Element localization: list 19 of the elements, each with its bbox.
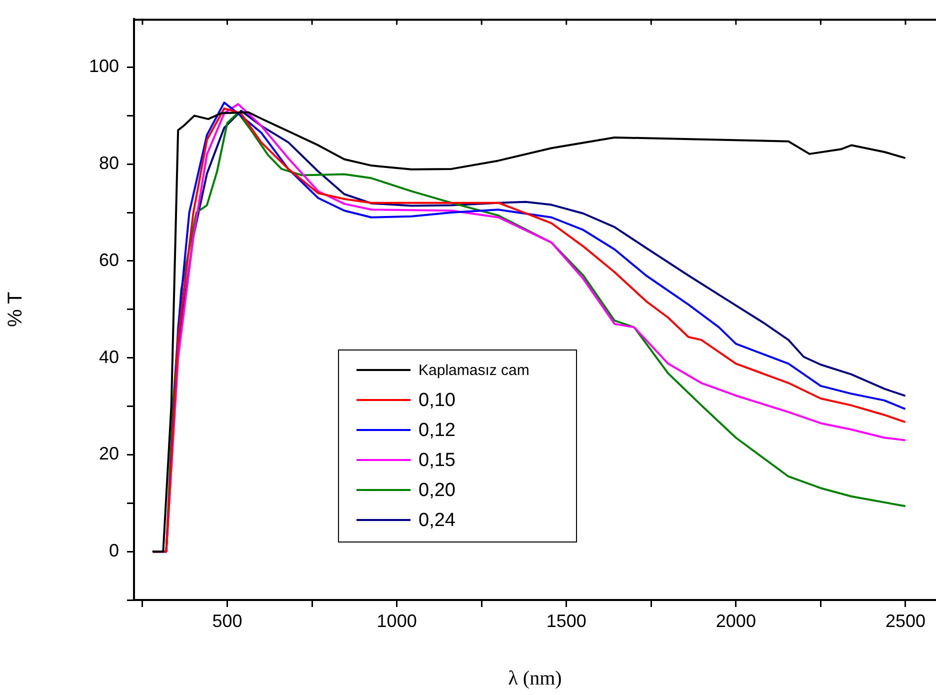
y-tick-label: 40: [98, 346, 119, 367]
y-tick-label: 100: [88, 56, 119, 76]
y-tick-label: 80: [98, 153, 119, 174]
legend-label: 0,24: [418, 510, 456, 532]
y-tick-label: 60: [98, 250, 119, 270]
x-tick-label: 2000: [716, 610, 756, 631]
legend-label: 0,15: [418, 450, 456, 472]
x-axis-title: λ (nm): [508, 667, 562, 690]
y-axis-title: % T: [4, 292, 27, 327]
y-tick-label: 20: [98, 444, 119, 464]
legend-label: 0,20: [418, 480, 456, 502]
legend-label: 0,10: [418, 390, 456, 412]
x-tick-label: 2500: [885, 610, 926, 631]
x-tick-label: 500: [212, 610, 242, 631]
x-tick-label: 1500: [546, 610, 586, 631]
y-tick-label: 0: [108, 540, 119, 561]
x-tick-label: 1000: [376, 610, 417, 631]
legend-label: 0,12: [418, 420, 456, 442]
legend-label: Kaplamasız cam: [418, 362, 530, 380]
